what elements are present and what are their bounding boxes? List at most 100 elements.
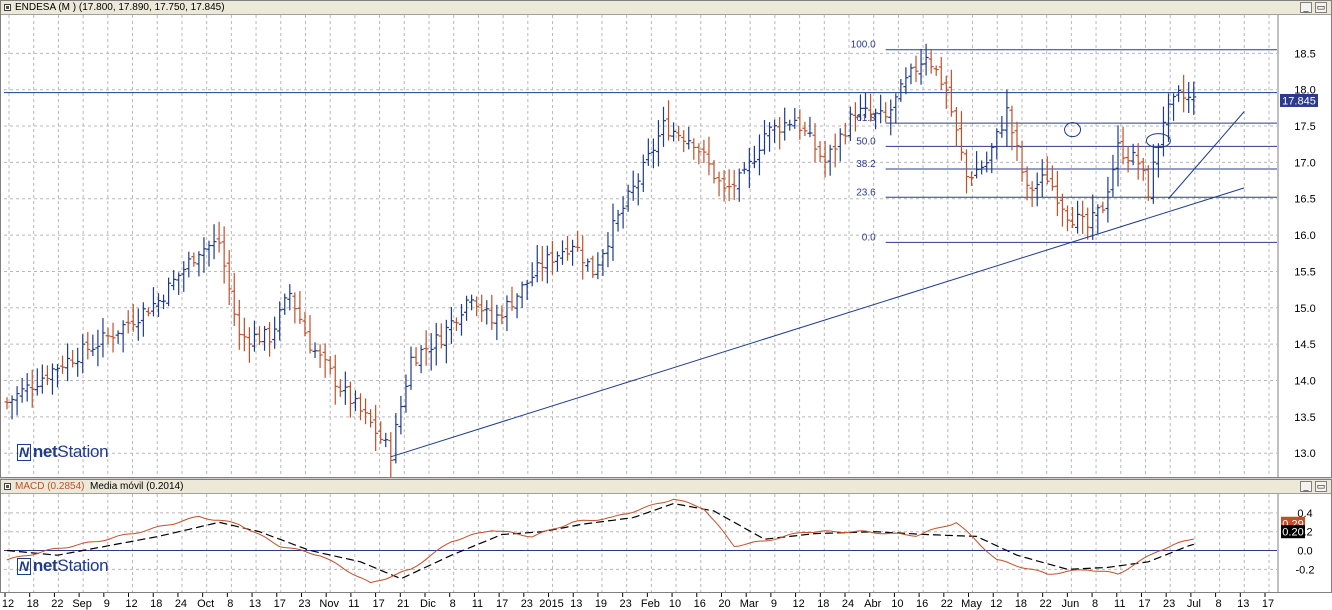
ohlc-bar bbox=[969, 171, 975, 186]
ohlc-bar bbox=[302, 311, 308, 337]
ohlc-bar bbox=[373, 404, 379, 452]
macd-y-tick-label: 0.0 bbox=[1297, 546, 1312, 558]
ohlc-bar bbox=[337, 379, 343, 397]
ohlc-bar bbox=[913, 55, 919, 82]
ohlc-bar bbox=[231, 272, 237, 326]
price-panel-header: ENDESA (M ) (17.800, 17.890, 17.750, 17.… bbox=[1, 1, 1331, 15]
ohlc-bar bbox=[948, 69, 954, 117]
fib-level-label: 0.0 bbox=[862, 232, 876, 243]
ohlc-bar bbox=[716, 171, 722, 197]
ohlc-bar bbox=[347, 381, 353, 418]
ohlc-bar bbox=[433, 322, 439, 366]
ohlc-bar bbox=[499, 305, 505, 325]
ohlc-bar bbox=[797, 109, 803, 140]
macd-restore-icon[interactable]: ▭ bbox=[1315, 481, 1327, 492]
restore-icon[interactable]: ▭ bbox=[1315, 2, 1327, 13]
ohlc-bar bbox=[600, 249, 606, 276]
macd-minimize-icon[interactable]: _ bbox=[1300, 481, 1312, 492]
ohlc-bar bbox=[408, 346, 414, 390]
date-tick-label: 20 bbox=[718, 598, 730, 610]
ohlc-bar bbox=[686, 126, 692, 150]
ohlc-bar bbox=[191, 252, 197, 267]
ohlc-bar bbox=[837, 128, 843, 162]
ohlc-bar bbox=[635, 173, 641, 206]
ohlc-bar bbox=[1120, 126, 1126, 165]
ohlc-bar bbox=[524, 280, 530, 301]
ohlc-bar bbox=[469, 294, 475, 311]
ohlc-bar bbox=[267, 321, 273, 357]
ohlc-bar bbox=[883, 102, 889, 123]
date-axis: 12 18 22 Sep 9 12 18 24 Oct 8 13 17 23 Nov 11 17 21 Dic 8 1… bbox=[0, 592, 1332, 610]
ohlc-bar bbox=[726, 169, 732, 202]
fib-level-label: 100.0 bbox=[851, 40, 876, 51]
ohlc-bar bbox=[1130, 143, 1136, 166]
ohlc-bar bbox=[1105, 176, 1111, 223]
ohlc-bar bbox=[807, 116, 813, 138]
date-tick-label: 22 bbox=[51, 598, 63, 610]
date-tick-label: Dic bbox=[420, 598, 436, 610]
ohlc-bar bbox=[640, 154, 646, 192]
ohlc-bar bbox=[156, 293, 161, 317]
last-price-label: 17.845 bbox=[1282, 95, 1316, 107]
ohlc-bar bbox=[201, 237, 207, 273]
ohlc-bar bbox=[55, 364, 60, 388]
ohlc-bar bbox=[24, 373, 30, 402]
macd-menu-icon[interactable] bbox=[4, 483, 11, 490]
ohlc-bar bbox=[868, 93, 874, 122]
ohlc-bar bbox=[1125, 146, 1131, 173]
ohlc-bar bbox=[994, 128, 1000, 160]
ohlc-bar bbox=[711, 160, 717, 184]
ohlc-bar bbox=[847, 106, 853, 142]
minimize-icon[interactable]: _ bbox=[1300, 2, 1312, 13]
ohlc-bar bbox=[236, 299, 242, 350]
date-tick-label: 8 bbox=[450, 598, 456, 610]
ohlc-bar bbox=[549, 240, 555, 275]
ohlc-bar bbox=[696, 143, 702, 165]
ohlc-bar bbox=[888, 99, 894, 136]
ohlc-bar bbox=[842, 122, 848, 145]
ohlc-bar bbox=[287, 284, 293, 311]
ohlc-bar bbox=[115, 330, 121, 344]
macd-panel: MACD (0.2854) Media móvil (0.2014) _ ▭ -… bbox=[0, 479, 1332, 593]
ohlc-bar bbox=[135, 308, 141, 341]
ohlc-bar bbox=[999, 116, 1005, 138]
ohlc-bar bbox=[241, 317, 247, 352]
ohlc-bar bbox=[211, 224, 217, 260]
ohlc-bar bbox=[4, 397, 10, 410]
ohlc-bar bbox=[251, 320, 257, 352]
trendline bbox=[390, 187, 1245, 458]
y-tick-label: 17.5 bbox=[1294, 121, 1315, 133]
ohlc-bar bbox=[221, 226, 227, 284]
ohlc-bar bbox=[358, 393, 363, 421]
y-tick-label: 15.0 bbox=[1294, 303, 1315, 315]
ohlc-bar bbox=[721, 170, 727, 202]
ohlc-bar bbox=[1009, 105, 1015, 151]
fib-level-label: 38.2 bbox=[856, 159, 876, 170]
ohlc-bar bbox=[746, 147, 752, 189]
price-panel: ENDESA (M ) (17.800, 17.890, 17.750, 17.… bbox=[0, 0, 1332, 478]
ohlc-bar bbox=[1004, 89, 1010, 148]
ohlc-bar bbox=[120, 320, 126, 353]
ohlc-bar bbox=[544, 245, 550, 284]
ohlc-bar bbox=[681, 130, 687, 153]
ohlc-bar bbox=[60, 355, 66, 374]
y-tick-label: 14.5 bbox=[1294, 339, 1315, 351]
ohlc-bar bbox=[1014, 121, 1020, 162]
ohlc-bar bbox=[933, 65, 939, 76]
ohlc-bar bbox=[812, 123, 818, 163]
date-tick-label: Nov bbox=[319, 598, 339, 610]
logo-macd-rest: Station bbox=[57, 556, 109, 575]
ohlc-bar bbox=[570, 239, 576, 266]
ohlc-bar bbox=[459, 304, 464, 336]
ohlc-bar bbox=[903, 67, 909, 95]
ohlc-bar bbox=[1186, 82, 1192, 113]
signal-value-label: 0.20 bbox=[1282, 527, 1303, 539]
date-tick-label: 13 bbox=[1237, 598, 1249, 610]
ohlc-bar bbox=[504, 295, 510, 332]
ohlc-bar bbox=[171, 270, 177, 291]
ohlc-bar bbox=[49, 363, 55, 395]
panel-menu-icon[interactable] bbox=[4, 4, 11, 11]
ohlc-bar bbox=[368, 409, 374, 428]
date-tick-label: May bbox=[961, 598, 982, 610]
